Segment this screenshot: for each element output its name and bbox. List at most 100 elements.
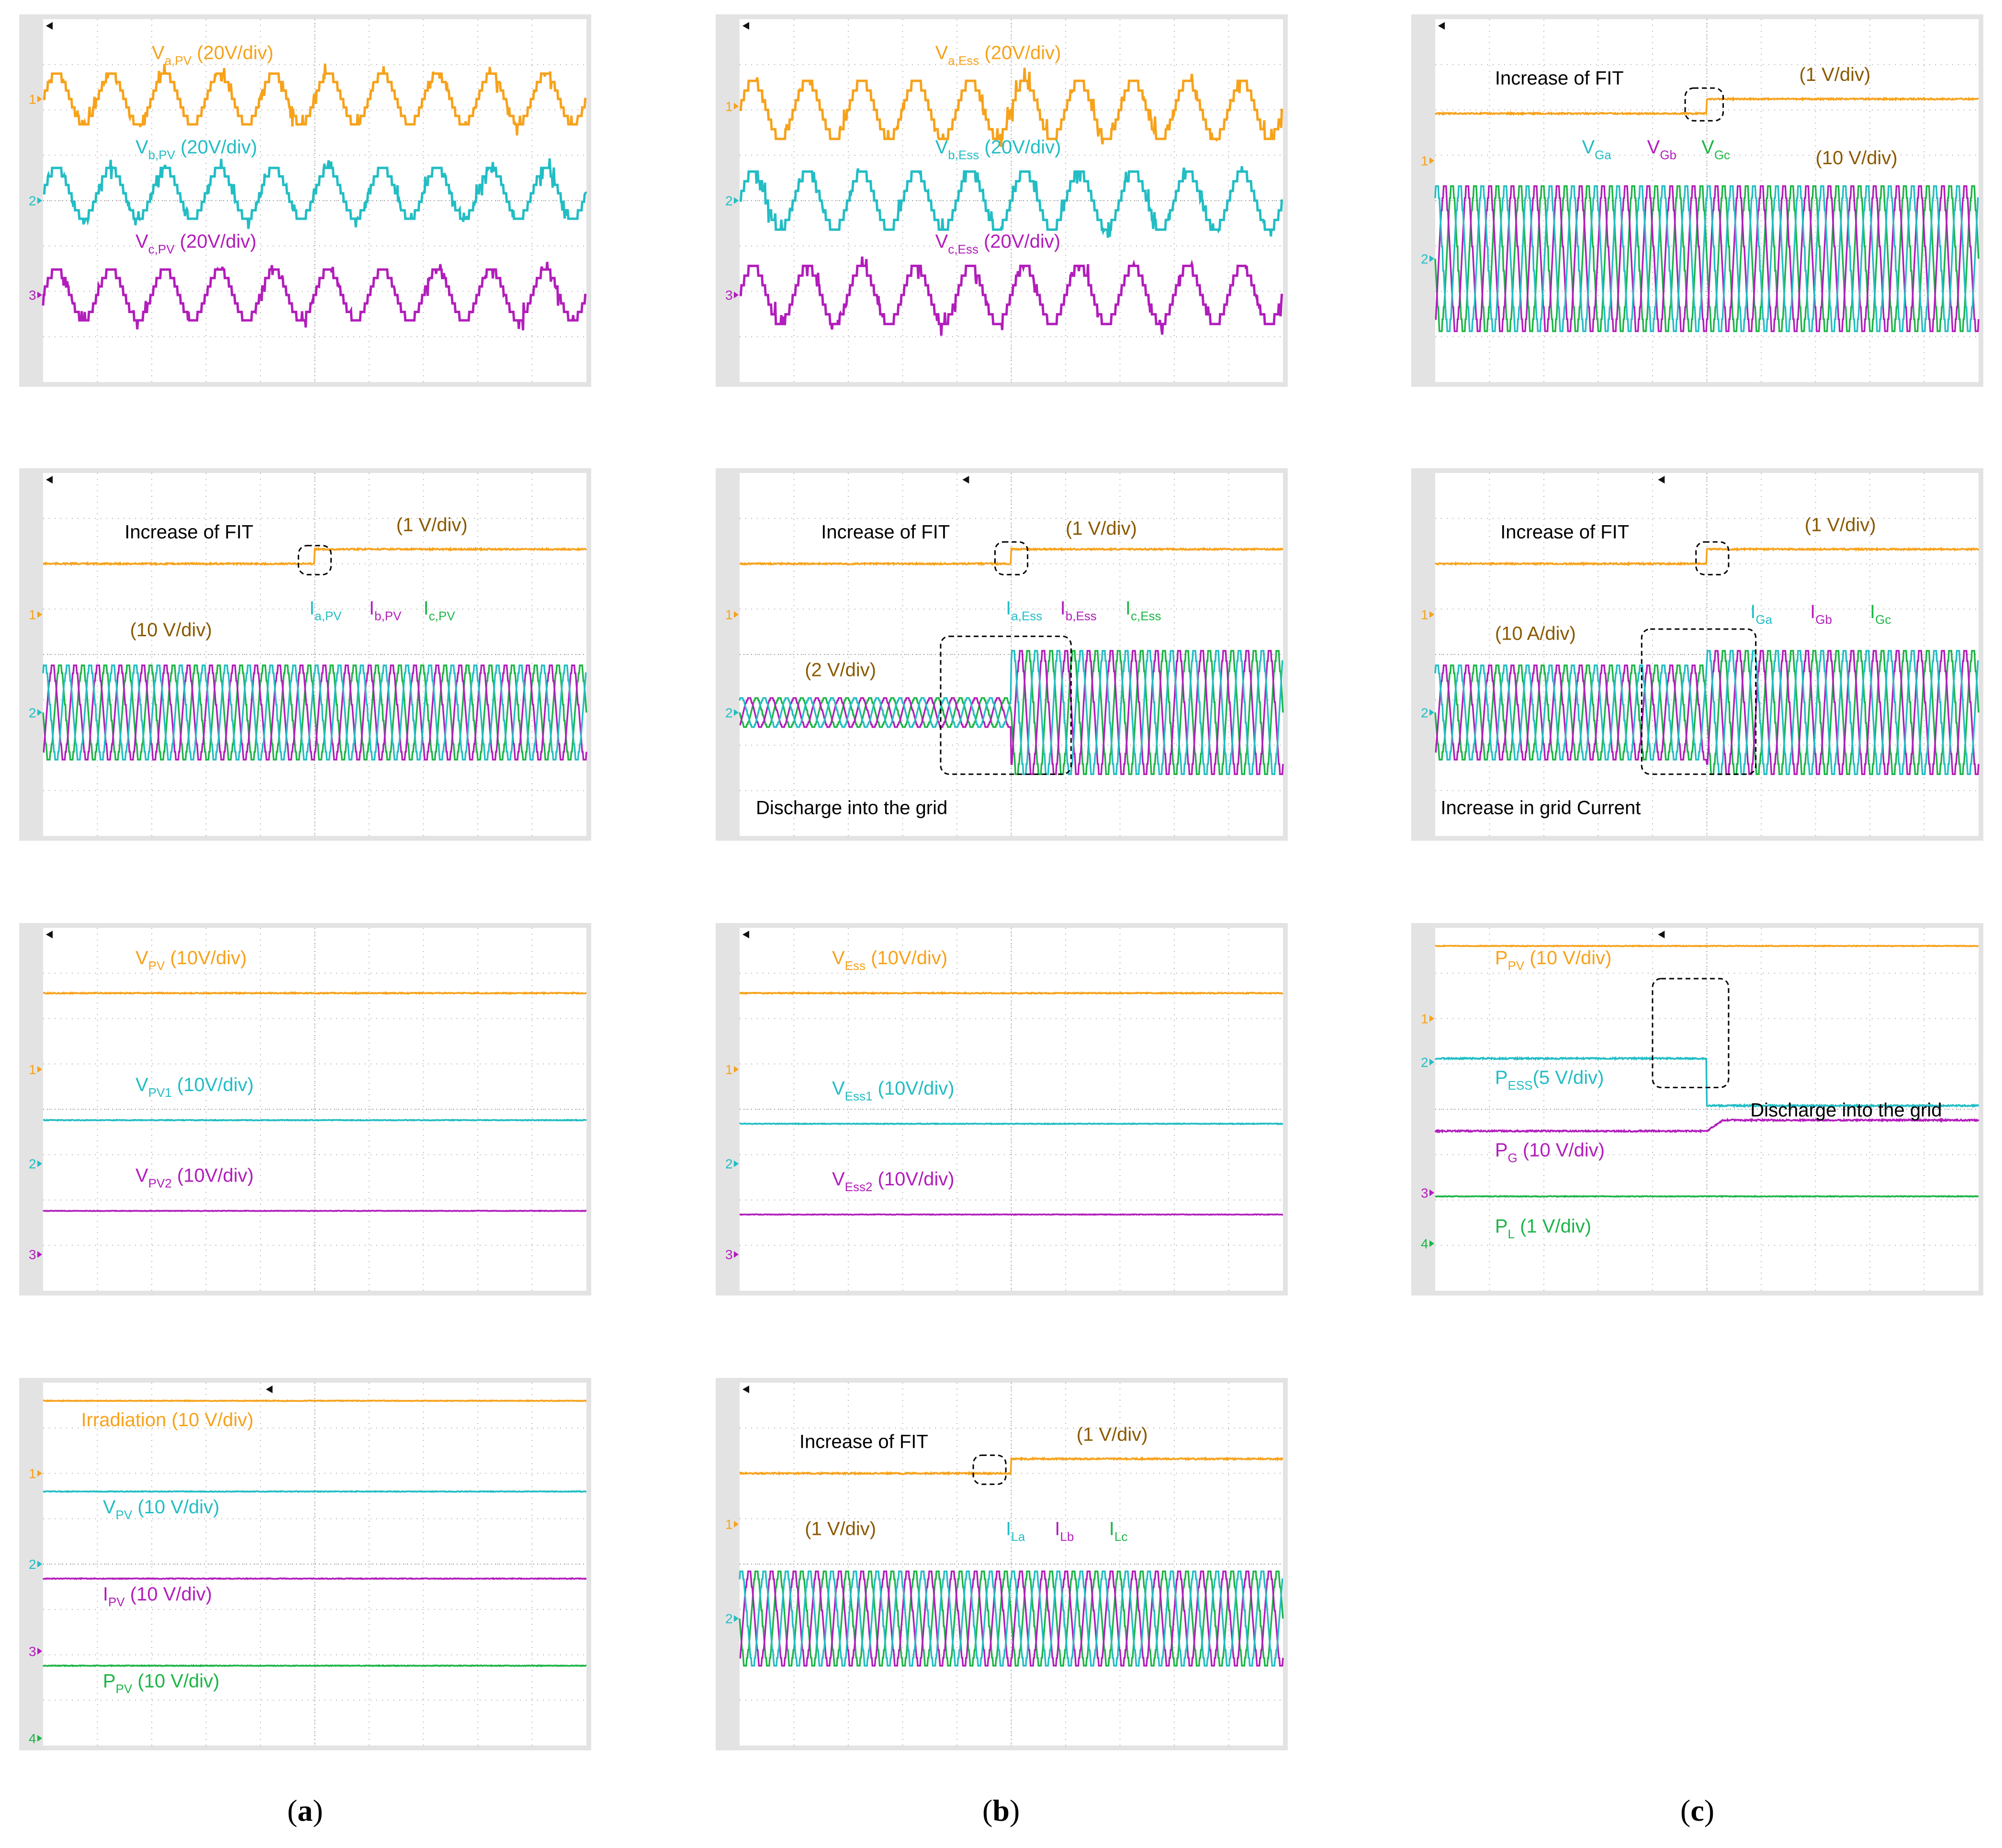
scope-center-axes: [740, 928, 1283, 1291]
channel-marker-4: 4: [1421, 1236, 1434, 1251]
trace-label: PL (1 V/div): [1495, 1216, 1591, 1241]
trace-magenta: [42, 261, 586, 331]
label-subscript: Ess2: [845, 1180, 873, 1194]
trigger-position-icon: [46, 476, 53, 484]
label-subscript: c,PV: [429, 609, 456, 623]
trace-label: VEss (10V/div): [832, 947, 947, 973]
channel-number: 2: [725, 1611, 733, 1626]
trigger-position-icon: [46, 931, 53, 938]
label-main: V: [832, 1078, 845, 1099]
trace-cyan: [43, 158, 587, 229]
channel-number: 1: [725, 1062, 733, 1077]
channel-number: 1: [1421, 1012, 1428, 1026]
channel-number: 1: [725, 99, 733, 114]
label-rest: (10 V/div): [132, 1497, 219, 1518]
scope-center-axes: [1435, 928, 1979, 1291]
trace-magenta: [739, 650, 1284, 775]
trace-green: [42, 664, 587, 761]
label-main: (10 V/div): [130, 620, 212, 641]
label-rest: (20V/div): [979, 42, 1061, 63]
trace-label: PPV (10 V/div): [103, 1671, 220, 1696]
trace-label: Increase of FIT: [124, 521, 253, 542]
channel-arrow-icon: [1429, 157, 1434, 164]
label-subscript: PV2: [148, 1176, 172, 1191]
label-main: V: [135, 947, 148, 969]
column-label-c-letter: c: [1690, 1793, 1704, 1827]
label-main: I: [424, 598, 429, 619]
label-main: (1 V/div): [1066, 518, 1137, 539]
column-label-b-close: ): [1009, 1793, 1020, 1827]
trace-orange: [739, 991, 1283, 996]
trace-label: (10 V/div): [1816, 147, 1898, 169]
channel-arrow-icon: [734, 197, 739, 204]
trace-cyan: [1434, 650, 1979, 775]
trace-label: PG (10 V/div): [1495, 1140, 1605, 1165]
label-main: V: [152, 42, 165, 63]
channel-number: 1: [29, 1466, 36, 1481]
channel-arrow-icon: [37, 292, 42, 299]
trigger-position-icon: [1658, 476, 1665, 484]
annotation-box: [972, 1454, 1007, 1485]
channel-arrow-icon: [1429, 611, 1434, 618]
trace-label: Ib,PV: [369, 598, 402, 623]
channel-arrow-icon: [37, 611, 42, 618]
channel-marker-1: 1: [29, 92, 42, 107]
channel-marker-2: 2: [725, 1611, 739, 1626]
channel-arrow-icon: [734, 1160, 739, 1167]
trace-magenta: [739, 1570, 1284, 1667]
trace-cyan: [43, 1490, 587, 1493]
trace-orange: [739, 547, 1284, 566]
trace-cyan: [739, 1122, 1283, 1126]
trace-label: Vb,Ess (20V/div): [935, 136, 1061, 162]
trace-orange: [43, 991, 587, 995]
trace-label: PESS(5 V/div): [1495, 1067, 1604, 1093]
trace-label: (1 V/div): [1077, 1424, 1148, 1445]
label-subscript: Ess1: [845, 1089, 873, 1104]
label-subscript: Ga: [1595, 147, 1611, 162]
channel-marker-3: 3: [725, 1247, 739, 1262]
trace-label: Vc,PV (20V/div): [135, 231, 257, 257]
trace-label: Irradiation (10 V/div): [81, 1409, 253, 1431]
label-subscript: PV: [1508, 958, 1525, 973]
label-main: Increase in grid Current: [1440, 798, 1641, 819]
trace-label: VGb: [1647, 136, 1676, 162]
label-subscript: Lc: [1114, 1529, 1127, 1544]
channel-number: 2: [29, 1157, 36, 1172]
channel-marker-1: 1: [1421, 608, 1434, 622]
channel-marker-1: 1: [29, 1062, 42, 1077]
trace-label: (1 V/div): [1799, 64, 1870, 85]
label-main: P: [103, 1671, 116, 1692]
trigger-position-icon: [1658, 931, 1665, 938]
trace-label: Increase of FIT: [799, 1431, 928, 1452]
trace-label: ILa: [1006, 1518, 1025, 1544]
trace-magenta: [1434, 1117, 1980, 1134]
trace-label: VPV (10 V/div): [103, 1497, 220, 1522]
channel-marker-2: 2: [29, 1557, 42, 1572]
trace-label: Ia,Ess: [1006, 598, 1042, 623]
label-subscript: a,PV: [315, 609, 342, 623]
channel-number: 2: [29, 193, 36, 208]
channel-marker-3: 3: [29, 1644, 42, 1659]
channel-number: 1: [1421, 154, 1428, 169]
channel-number: 1: [29, 608, 36, 622]
trace-label: Vc,Ess (20V/div): [935, 231, 1060, 257]
label-subscript: G: [1508, 1151, 1518, 1165]
channel-arrow-icon: [37, 1561, 42, 1567]
label-rest: (10 V/div): [1524, 947, 1611, 969]
trace-cyan: [739, 650, 1283, 775]
channel-number: 4: [1421, 1236, 1428, 1251]
trace-label: VEss1 (10V/div): [832, 1078, 955, 1104]
label-main: Increase of FIT: [124, 521, 253, 542]
label-main: I: [1060, 598, 1066, 619]
trace-label: Increase in grid Current: [1440, 798, 1641, 819]
label-main: Increase of FIT: [1500, 521, 1629, 542]
channel-marker-2: 2: [29, 193, 42, 208]
label-main: (1 V/div): [1805, 514, 1876, 535]
trace-green: [42, 1664, 586, 1668]
channel-number: 3: [725, 288, 733, 303]
channel-marker-3: 3: [29, 288, 42, 303]
trace-orange: [43, 63, 586, 135]
channel-number: 3: [29, 1644, 36, 1659]
trace-green: [1434, 650, 1980, 775]
